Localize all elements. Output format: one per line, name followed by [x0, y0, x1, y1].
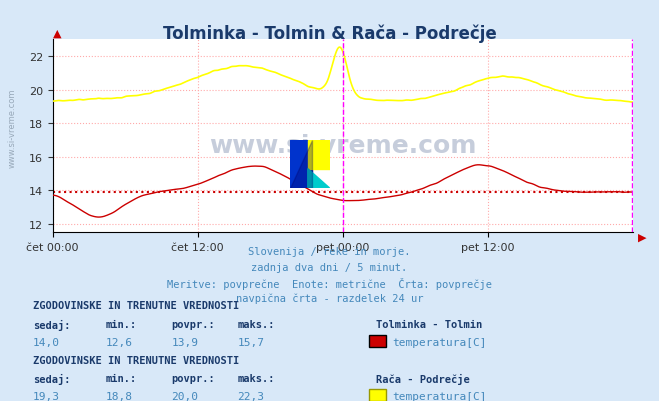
- Text: zadnja dva dni / 5 minut.: zadnja dva dni / 5 minut.: [251, 262, 408, 272]
- Text: temperatura[C]: temperatura[C]: [392, 391, 486, 401]
- Text: Tolminka - Tolmin: Tolminka - Tolmin: [376, 319, 482, 329]
- Text: maks.:: maks.:: [237, 373, 275, 383]
- Text: 15,7: 15,7: [237, 337, 264, 347]
- Text: 18,8: 18,8: [105, 391, 132, 401]
- Text: Slovenija / reke in morje.: Slovenija / reke in morje.: [248, 247, 411, 257]
- Text: 20,0: 20,0: [171, 391, 198, 401]
- Text: Meritve: povprečne  Enote: metrične  Črta: povprečje: Meritve: povprečne Enote: metrične Črta:…: [167, 277, 492, 289]
- Text: Tolminka - Tolmin & Rača - Podrečje: Tolminka - Tolmin & Rača - Podrečje: [163, 24, 496, 43]
- Text: www.si-vreme.com: www.si-vreme.com: [8, 89, 17, 168]
- Bar: [308, 140, 330, 169]
- Text: ▲: ▲: [53, 28, 61, 38]
- Text: ZGODOVINSKE IN TRENUTNE VREDNOSTI: ZGODOVINSKE IN TRENUTNE VREDNOSTI: [33, 301, 239, 311]
- Polygon shape: [290, 140, 312, 188]
- Text: ZGODOVINSKE IN TRENUTNE VREDNOSTI: ZGODOVINSKE IN TRENUTNE VREDNOSTI: [33, 355, 239, 365]
- Text: min.:: min.:: [105, 373, 136, 383]
- Text: maks.:: maks.:: [237, 319, 275, 329]
- Text: www.si-vreme.com: www.si-vreme.com: [209, 134, 476, 158]
- Bar: [290, 140, 312, 188]
- Text: Rača - Podrečje: Rača - Podrečje: [376, 373, 469, 384]
- Text: 22,3: 22,3: [237, 391, 264, 401]
- Text: 14,0: 14,0: [33, 337, 60, 347]
- Text: temperatura[C]: temperatura[C]: [392, 337, 486, 347]
- Text: 12,6: 12,6: [105, 337, 132, 347]
- Text: povpr.:: povpr.:: [171, 373, 215, 383]
- Text: ▶: ▶: [639, 232, 647, 242]
- Text: sedaj:: sedaj:: [33, 319, 71, 330]
- Polygon shape: [308, 169, 330, 188]
- Text: sedaj:: sedaj:: [33, 373, 71, 384]
- Text: min.:: min.:: [105, 319, 136, 329]
- Text: povpr.:: povpr.:: [171, 319, 215, 329]
- Text: 19,3: 19,3: [33, 391, 60, 401]
- Text: navpična črta - razdelek 24 ur: navpična črta - razdelek 24 ur: [236, 292, 423, 303]
- Text: 13,9: 13,9: [171, 337, 198, 347]
